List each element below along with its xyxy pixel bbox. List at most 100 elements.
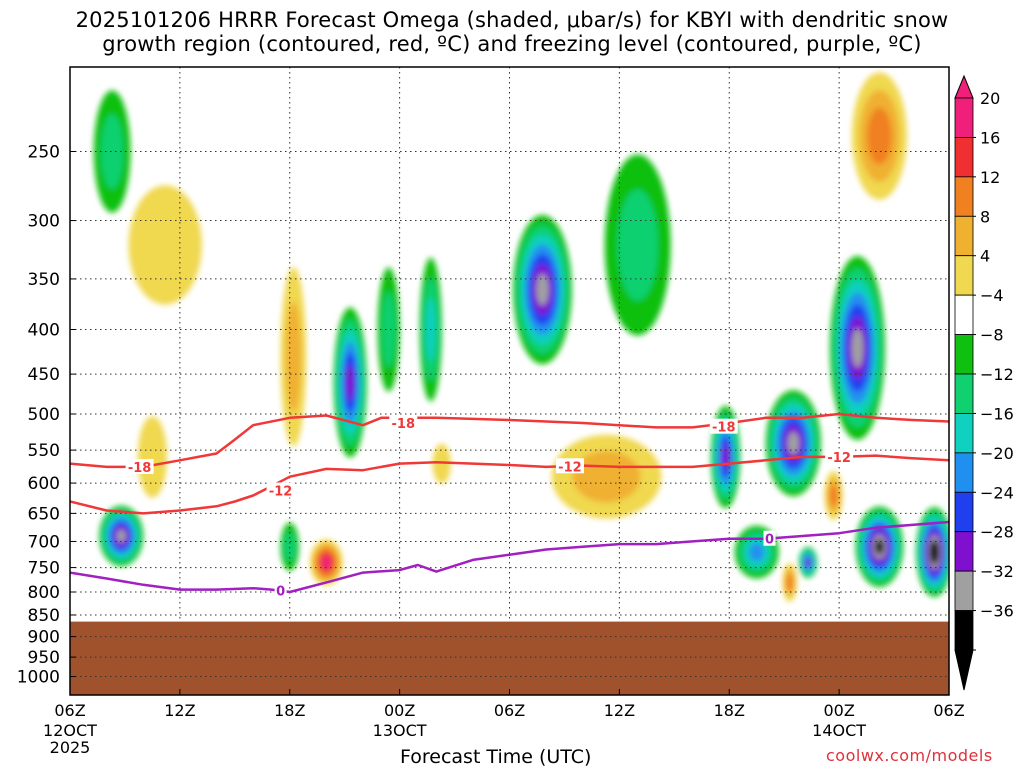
colorbar-box <box>954 137 974 178</box>
omega-cell-0 <box>116 529 126 543</box>
colorbar-box <box>954 413 974 454</box>
colorbar-label: −36 <box>980 602 1014 621</box>
isotherm-label: -18 <box>712 421 736 436</box>
y-tick-label: 600 <box>28 474 60 494</box>
colorbar-box <box>954 255 974 296</box>
isotherm-label: -18 <box>128 461 152 476</box>
x-tick-label: 06Z <box>494 701 525 720</box>
x-tick-sublabel: 2025 <box>50 738 91 757</box>
x-tick-sublabel: 13OCT <box>373 721 427 740</box>
isotherm-label: -12 <box>827 451 851 466</box>
x-tick-sublabel: 12OCT <box>43 721 97 740</box>
credit-link[interactable]: coolwx.com/models <box>826 746 993 765</box>
ground-fill <box>70 621 949 695</box>
omega-cell-15 <box>749 542 765 562</box>
omega-cell-7 <box>346 364 355 401</box>
omega-cell-5 <box>284 532 296 562</box>
omega-cell-8 <box>381 291 396 368</box>
isotherm-label: -12 <box>558 460 582 475</box>
omega-cell-16 <box>786 573 793 592</box>
omega-cell-12 <box>572 450 641 503</box>
omega-cell-14 <box>722 444 730 470</box>
isotherm-label-bg <box>763 530 776 546</box>
x-tick-label: 00Z <box>384 701 415 720</box>
colorbar-label: −24 <box>980 483 1014 502</box>
x-tick-label: 00Z <box>823 701 854 720</box>
omega-cell-20 <box>851 328 864 368</box>
x-tick-label: 18Z <box>274 701 305 720</box>
colorbar-box <box>954 373 974 414</box>
y-tick-label: 500 <box>28 405 60 425</box>
y-tick-label: 550 <box>28 441 60 461</box>
colorbar-label: −16 <box>980 404 1014 423</box>
colorbar: 20 16 12 8 4 −4 −8 −12 −16 −20 −24 −28 −32 −36 <box>954 74 1014 691</box>
colorbar-box <box>954 294 974 335</box>
x-tick-sublabel: 14OCT <box>812 721 866 740</box>
temperature-contours: -18 -18 -18 -12 -12 -12 0 0 <box>70 412 949 600</box>
omega-cell-23 <box>867 107 892 165</box>
isotherm-label-bg <box>266 482 295 498</box>
isotherm-label-bg <box>555 458 584 474</box>
colorbar-label: −12 <box>980 365 1014 384</box>
isotherm-label-bg <box>389 414 418 430</box>
x-tick-label: 12Z <box>164 701 195 720</box>
omega-cell-22 <box>931 544 938 560</box>
colorbar-box <box>954 452 974 493</box>
colorbar-label: −4 <box>980 286 1004 305</box>
colorbar-label: −8 <box>980 326 1004 345</box>
colorbar-box <box>954 97 974 138</box>
plot-background <box>70 67 949 695</box>
colorbar-box <box>954 491 974 533</box>
omega-cell-11 <box>536 273 549 306</box>
y-tick-label: 350 <box>28 270 60 290</box>
y-tick-label: 650 <box>28 504 60 524</box>
colorbar-box <box>954 176 974 217</box>
colorbar-label: −28 <box>980 523 1014 542</box>
omega-cell-17 <box>787 432 800 455</box>
y-tick-label: 700 <box>28 532 60 552</box>
omega-cell-1 <box>100 113 124 190</box>
y-tick-label: 400 <box>28 321 60 341</box>
isotherm-label: -12 <box>269 485 293 500</box>
isotherm-label-bg <box>825 448 854 464</box>
omega-cell-2 <box>137 416 168 498</box>
x-tick-label: 12Z <box>604 701 635 720</box>
colorbar-label: 12 <box>980 168 1000 187</box>
y-tick-label: 1000 <box>17 668 60 688</box>
y-tick-label: 900 <box>28 628 60 648</box>
omega-cell-18 <box>805 558 811 567</box>
colorbar-label: 8 <box>980 207 990 226</box>
isotherm-label: 0 <box>276 585 285 600</box>
chart-title-line1: 2025101206 HRRR Forecast Omega (shaded, … <box>75 8 949 32</box>
colorbar-box <box>954 531 974 572</box>
x-tick-label: 06Z <box>54 701 85 720</box>
omega-cell-6 <box>321 555 332 570</box>
y-tick-label: 450 <box>28 365 60 385</box>
omega-cell-13 <box>617 189 658 301</box>
colorbar-label: 4 <box>980 247 990 266</box>
y-tick-label: 250 <box>28 143 60 163</box>
colorbar-arrow-bottom <box>954 649 974 691</box>
isotherm-label: -18 <box>392 417 416 432</box>
y-tick-label: 850 <box>28 606 60 626</box>
isotherm-line <box>70 454 949 515</box>
omega-cell-19 <box>829 484 838 507</box>
x-axis-title: Forecast Time (UTC) <box>400 746 592 768</box>
y-tick-label: 800 <box>28 583 60 603</box>
omega-cell-3 <box>128 185 202 305</box>
isotherm-line <box>70 412 949 469</box>
y-tick-label: 750 <box>28 559 60 579</box>
isotherm-label-bg <box>125 458 154 474</box>
colorbar-label: 20 <box>980 89 1000 108</box>
colorbar-box <box>954 215 974 257</box>
isotherm-label-bg <box>709 418 738 434</box>
isotherm-label-bg <box>274 582 287 598</box>
y-tick-label: 300 <box>28 212 60 232</box>
x-tick-label: 18Z <box>714 701 745 720</box>
y-tick-label: 950 <box>28 648 60 668</box>
colorbar-label: −20 <box>980 444 1014 463</box>
chart-title-line2: growth region (contoured, red, ºC) and f… <box>102 32 922 56</box>
colorbar-box <box>954 610 974 651</box>
